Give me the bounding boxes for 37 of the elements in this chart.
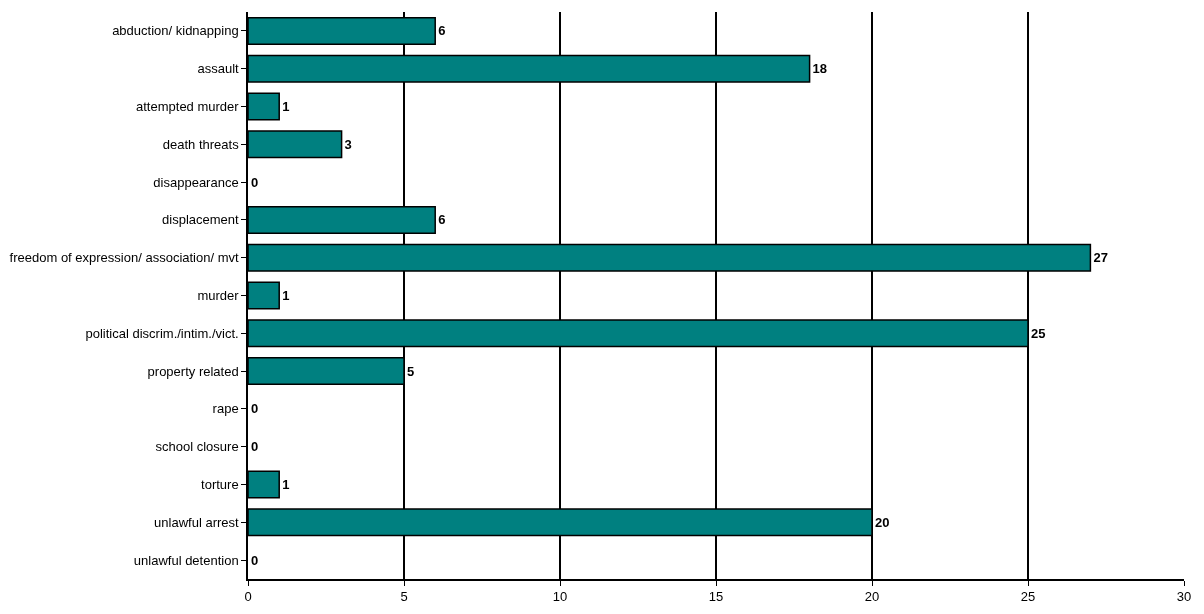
y-tick-label: rape (212, 401, 239, 417)
y-tick-label: abduction/ kidnapping (112, 23, 239, 39)
y-tick-label: freedom of expression/ association/ mvt (9, 250, 240, 266)
x-tick-label: 25 (1020, 589, 1036, 605)
y-tick-label: attempted murder (136, 99, 240, 115)
y-tick-label: death threats (162, 136, 240, 152)
y-tick-label: unlawful arrest (154, 514, 240, 530)
y-tick-label: torture (201, 477, 239, 493)
y-tick-label: displacement (162, 212, 240, 228)
y-tick-label: political discrim./intim./vict. (85, 325, 239, 341)
y-tick-label: property related (147, 363, 239, 379)
x-tick-label: 10 (552, 589, 568, 605)
data-label: 0 (251, 552, 259, 568)
data-label: 6 (438, 23, 446, 39)
x-tick-label: 20 (864, 589, 880, 605)
data-label: 27 (1093, 250, 1108, 266)
data-label: 1 (282, 99, 290, 114)
data-label: 6 (438, 212, 446, 228)
y-tick-label: assault (197, 61, 240, 77)
y-tick-label: unlawful detention (133, 552, 239, 568)
data-label: 0 (251, 401, 259, 417)
data-label: 25 (1031, 325, 1046, 341)
data-label: 20 (875, 514, 890, 530)
x-tick-label: 30 (1176, 589, 1192, 605)
data-label: 18 (812, 61, 828, 77)
data-label: 0 (251, 439, 259, 455)
data-label: 1 (282, 288, 290, 303)
x-tick-label: 5 (400, 589, 408, 605)
data-label: 5 (407, 363, 415, 379)
data-label: 0 (251, 174, 259, 190)
x-tick-label: 15 (708, 589, 724, 605)
y-tick-label: murder (197, 288, 240, 304)
data-label: 3 (344, 136, 352, 152)
y-tick-label: disappearance (153, 174, 239, 190)
data-label: 1 (282, 477, 290, 492)
x-tick-label: 0 (244, 589, 252, 605)
y-tick-label: school closure (155, 439, 239, 455)
